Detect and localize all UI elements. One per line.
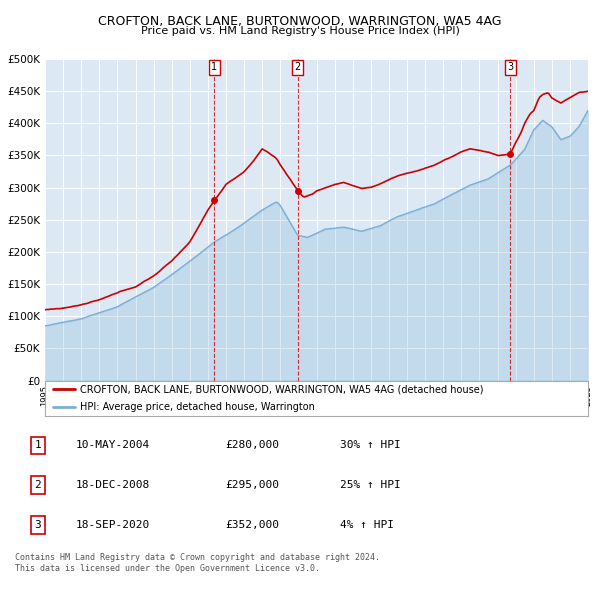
Text: £280,000: £280,000 xyxy=(225,441,279,450)
Text: 3: 3 xyxy=(507,63,514,73)
Text: 10-MAY-2004: 10-MAY-2004 xyxy=(76,441,149,450)
Text: HPI: Average price, detached house, Warrington: HPI: Average price, detached house, Warr… xyxy=(80,402,315,412)
Text: Contains HM Land Registry data © Crown copyright and database right 2024.
This d: Contains HM Land Registry data © Crown c… xyxy=(15,553,380,573)
Text: 1: 1 xyxy=(35,441,41,450)
Text: Price paid vs. HM Land Registry's House Price Index (HPI): Price paid vs. HM Land Registry's House … xyxy=(140,26,460,36)
Text: CROFTON, BACK LANE, BURTONWOOD, WARRINGTON, WA5 4AG: CROFTON, BACK LANE, BURTONWOOD, WARRINGT… xyxy=(98,15,502,28)
Text: 2: 2 xyxy=(295,63,301,73)
Text: 30% ↑ HPI: 30% ↑ HPI xyxy=(340,441,401,450)
Text: 4% ↑ HPI: 4% ↑ HPI xyxy=(340,520,394,530)
Text: 18-DEC-2008: 18-DEC-2008 xyxy=(76,480,149,490)
Text: £352,000: £352,000 xyxy=(225,520,279,530)
Text: 3: 3 xyxy=(35,520,41,530)
Text: £295,000: £295,000 xyxy=(225,480,279,490)
Text: CROFTON, BACK LANE, BURTONWOOD, WARRINGTON, WA5 4AG (detached house): CROFTON, BACK LANE, BURTONWOOD, WARRINGT… xyxy=(80,385,484,394)
Text: 18-SEP-2020: 18-SEP-2020 xyxy=(76,520,149,530)
Text: 1: 1 xyxy=(211,63,217,73)
Text: 2: 2 xyxy=(35,480,41,490)
Text: 25% ↑ HPI: 25% ↑ HPI xyxy=(340,480,401,490)
